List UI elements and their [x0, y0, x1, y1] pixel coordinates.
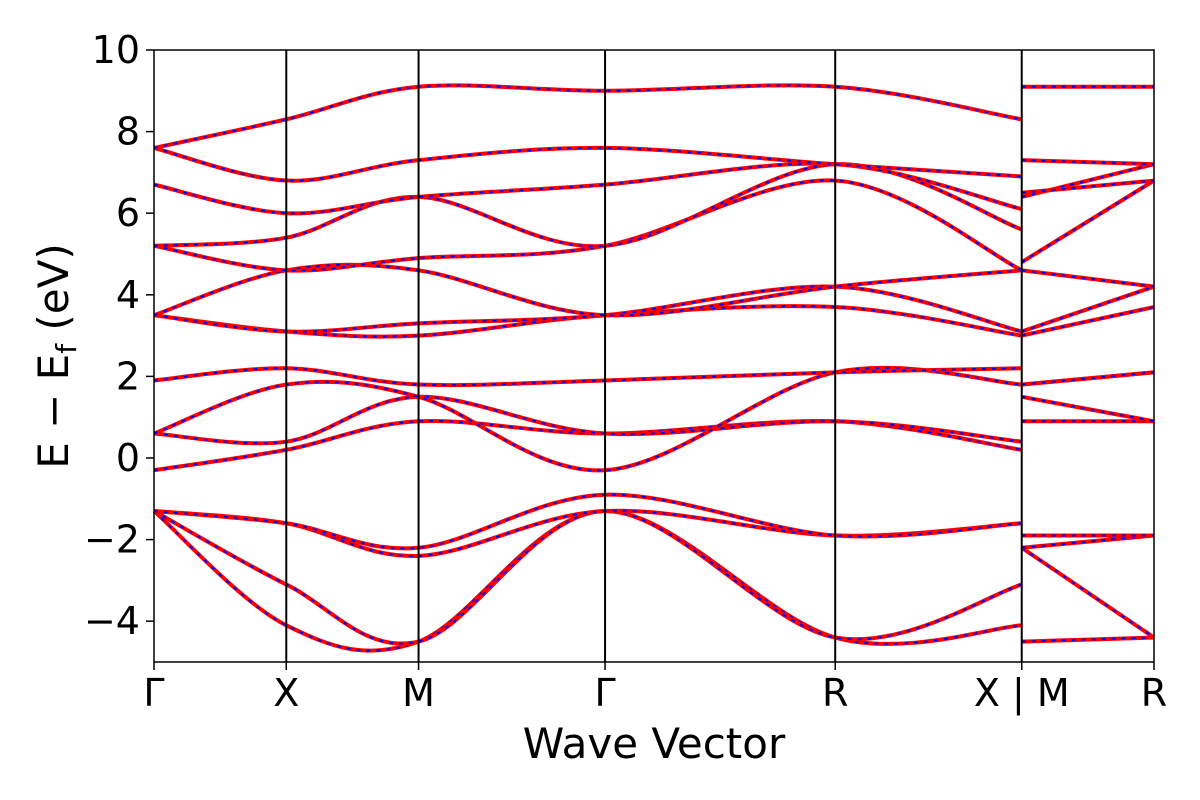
y-tick-label: 6 — [116, 191, 140, 235]
kpoint-lines — [285, 50, 1023, 662]
y-axis-label-main: E − E — [29, 354, 78, 469]
y-axis-label-subscript: f — [50, 343, 83, 354]
band-line-blue-dashed — [1021, 269, 1155, 288]
band-line-blue-dashed — [1021, 636, 1155, 643]
y-tick-label: 8 — [116, 110, 140, 154]
band-line — [1020, 546, 1156, 640]
plot-frame — [153, 49, 1155, 663]
y-tick-label: 0 — [116, 436, 140, 480]
x-tick-label: X — [273, 671, 299, 715]
band-line-red — [153, 162, 1023, 249]
band-line — [153, 366, 1022, 388]
band-line-red — [153, 262, 1022, 318]
band-line-blue-dashed — [1021, 395, 1155, 423]
band-line — [1021, 268, 1155, 289]
band-line-red — [153, 161, 1023, 216]
band-line — [153, 418, 1023, 473]
band-line-red — [153, 394, 1022, 446]
y-ticks: −4 −2 0 2 4 6 8 10 — [84, 28, 154, 643]
band-line — [153, 365, 1022, 473]
band-line — [153, 394, 1022, 446]
y-tick-label: 2 — [116, 354, 140, 398]
band-line-blue-dashed — [1021, 179, 1155, 194]
x-tick-label: R — [1141, 671, 1167, 715]
band-line-blue-dashed — [153, 84, 1022, 149]
x-tick-label: Γ — [594, 671, 615, 715]
band-line-red — [153, 508, 1022, 558]
x-ticks: Γ X M Γ R X | M R — [143, 662, 1167, 716]
band-line — [1021, 394, 1155, 424]
band-line-blue-dashed — [1021, 159, 1155, 166]
band-line-red — [1020, 178, 1156, 264]
x-tick-label: X | M — [974, 671, 1070, 716]
band-line — [1021, 284, 1155, 334]
y-axis-label-unit: (eV) — [29, 243, 78, 344]
y-tick-label: −2 — [84, 518, 140, 562]
band-line — [153, 178, 1023, 273]
band-line-blue-dashed — [153, 146, 1022, 182]
band-line-blue-dashed — [153, 285, 1022, 333]
band-line — [153, 162, 1023, 249]
band-line — [153, 284, 1023, 334]
y-tick-label: 10 — [92, 28, 140, 72]
band-line — [1021, 533, 1155, 550]
band-line-red — [153, 178, 1023, 273]
band-line — [1021, 158, 1155, 167]
band-line-red — [153, 366, 1022, 388]
band-line — [153, 262, 1022, 318]
x-tick-label: Γ — [143, 671, 164, 715]
band-line-blue-dashed — [1021, 371, 1155, 386]
band-line — [1021, 178, 1155, 195]
x-axis-label: Wave Vector — [523, 719, 786, 768]
band-line — [153, 161, 1023, 216]
band-line-blue-dashed — [1021, 285, 1155, 333]
band-line-blue-dashed — [153, 395, 1022, 445]
band-line-blue-dashed — [153, 179, 1023, 272]
band-line — [153, 508, 1022, 558]
band-line-red — [153, 492, 1022, 551]
band-line-red — [153, 365, 1022, 473]
y-axis-label: E − Ef (eV) — [29, 243, 83, 469]
band-line — [153, 83, 1023, 150]
band-line — [1021, 635, 1155, 644]
y-tick-label: −4 — [84, 599, 140, 643]
band-line-blue-dashed — [1021, 546, 1155, 639]
y-tick-label: 4 — [116, 273, 140, 317]
band-line-blue-dashed — [1021, 534, 1155, 549]
x-tick-label: M — [402, 671, 435, 715]
band-line-red — [153, 145, 1022, 183]
band-line — [1020, 178, 1156, 264]
band-line — [153, 492, 1022, 551]
band-line-blue-dashed — [153, 510, 1022, 652]
band-line — [1021, 370, 1155, 387]
band-line — [1021, 305, 1155, 338]
band-line — [152, 509, 1022, 653]
band-line — [153, 145, 1022, 183]
band-line-red — [152, 509, 1022, 653]
band-line-blue-dashed — [153, 163, 1023, 248]
x-tick-label: R — [822, 671, 848, 715]
bands-layer — [152, 83, 1156, 653]
band-line-red — [153, 418, 1023, 473]
band-line-red — [153, 83, 1023, 150]
band-line-blue-dashed — [1021, 306, 1155, 337]
